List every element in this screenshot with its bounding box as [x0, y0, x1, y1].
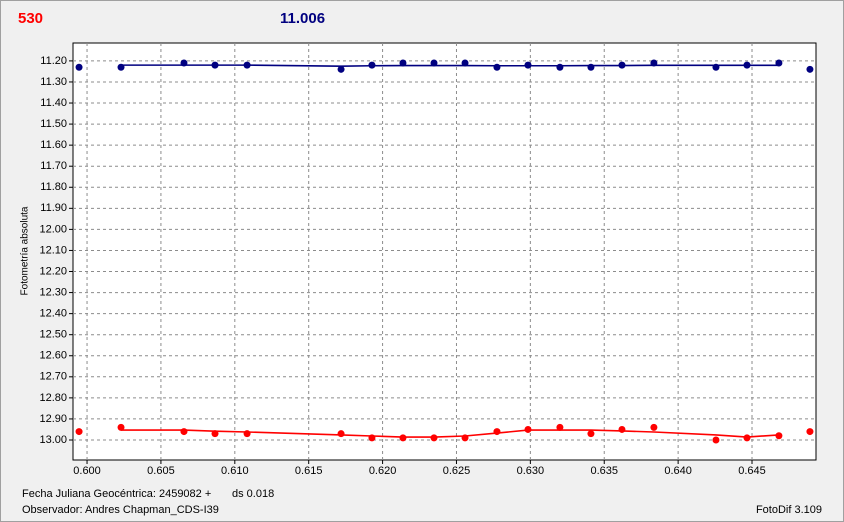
data-point [243, 430, 251, 438]
data-point [806, 428, 814, 436]
y-tick-label: 12.70 [39, 371, 67, 383]
data-point [493, 428, 501, 436]
x-tick-label: 0.630 [517, 465, 545, 477]
x-tick-label: 0.615 [295, 465, 323, 477]
data-point [618, 425, 626, 433]
y-tick-label: 12.30 [39, 286, 67, 298]
y-tick-label: 11.30 [40, 76, 67, 88]
data-point [556, 63, 564, 71]
data-point [430, 434, 438, 442]
data-point [461, 59, 469, 67]
data-point [712, 63, 720, 71]
data-point [75, 63, 83, 71]
data-point [399, 434, 407, 442]
y-tick-label: 12.80 [39, 392, 67, 404]
data-point [368, 61, 376, 69]
y-tick-label: 11.60 [40, 139, 67, 151]
x-tick-label: 0.610 [221, 465, 249, 477]
x-tick-label: 0.625 [443, 465, 471, 477]
data-point [618, 61, 626, 69]
data-point [493, 63, 501, 71]
header-right-value: 11.006 [280, 10, 325, 27]
data-point [337, 65, 345, 73]
data-point [430, 59, 438, 67]
data-point [337, 430, 345, 438]
y-tick-label: 12.90 [39, 413, 67, 425]
data-point [117, 423, 125, 431]
data-point [180, 428, 188, 436]
y-tick-label: 13.00 [39, 434, 67, 446]
y-tick-label: 11.90 [40, 202, 67, 214]
footer-date: Fecha Juliana Geocéntrica: 2459082 + [22, 488, 211, 500]
data-point [524, 61, 532, 69]
y-tick-label: 11.80 [40, 181, 67, 193]
x-tick-label: 0.635 [590, 465, 618, 477]
data-point [775, 59, 783, 67]
footer-software: FotoDif 3.109 [756, 504, 822, 516]
data-point [117, 63, 125, 71]
data-point [587, 430, 595, 438]
y-axis-label: Fotometría absoluta [20, 206, 31, 295]
x-tick-label: 0.640 [664, 465, 692, 477]
y-tick-label: 11.70 [40, 160, 67, 172]
data-point [556, 423, 564, 431]
data-point [180, 59, 188, 67]
header-left-value: 530 [18, 10, 43, 27]
data-point [211, 61, 219, 69]
data-point [461, 434, 469, 442]
y-tick-label: 12.20 [39, 265, 67, 277]
data-point [743, 61, 751, 69]
data-point [211, 430, 219, 438]
footer-ds: ds 0.018 [232, 488, 274, 500]
y-tick-label: 12.50 [39, 329, 67, 341]
data-point [712, 436, 720, 444]
data-point [587, 63, 595, 71]
data-point [743, 434, 751, 442]
plot-area [72, 42, 817, 461]
x-tick-label: 0.600 [73, 465, 101, 477]
y-tick-label: 12.60 [39, 350, 67, 362]
fit-line [121, 429, 779, 438]
footer-observer: Observador: Andres Chapman_CDS-I39 [22, 504, 219, 516]
data-point [524, 425, 532, 433]
fit-line [121, 64, 779, 67]
y-tick-label: 12.00 [39, 223, 67, 235]
x-tick-label: 0.605 [147, 465, 175, 477]
data-point [775, 432, 783, 440]
y-tick-label: 11.50 [40, 118, 67, 130]
data-point [368, 434, 376, 442]
data-point [243, 61, 251, 69]
x-tick-label: 0.645 [738, 465, 766, 477]
data-point [650, 59, 658, 67]
data-point [650, 423, 658, 431]
data-point [399, 59, 407, 67]
x-tick-label: 0.620 [369, 465, 397, 477]
y-tick-label: 11.20 [40, 55, 67, 67]
y-tick-label: 11.40 [40, 97, 67, 109]
data-point [75, 428, 83, 436]
data-point [806, 65, 814, 73]
y-tick-label: 12.10 [39, 244, 67, 256]
y-tick-label: 12.40 [39, 308, 67, 320]
